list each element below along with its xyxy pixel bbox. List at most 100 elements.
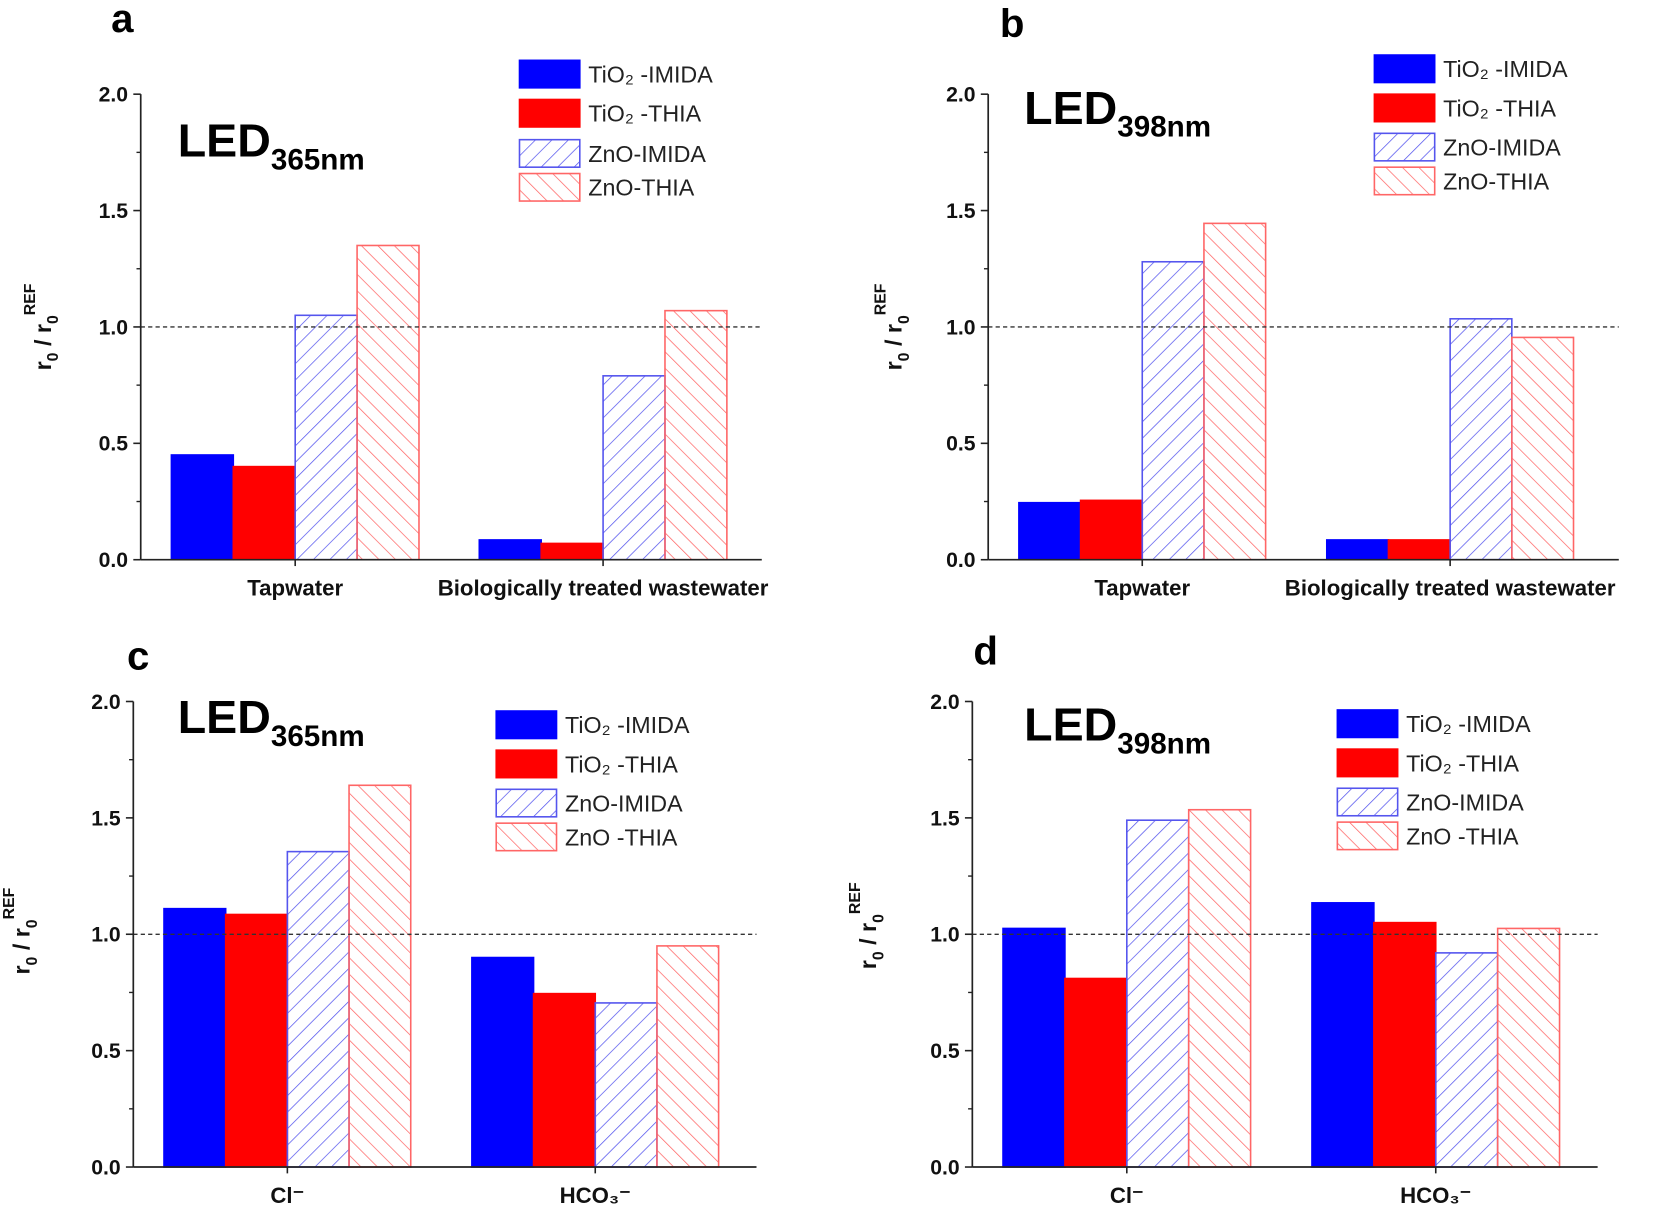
- y-label-sup: REF: [873, 283, 890, 315]
- bar: [594, 1002, 658, 1168]
- legend-swatch: [518, 138, 581, 168]
- legend-label: ZnO -THIA: [565, 824, 678, 850]
- y-label-base: r: [880, 361, 906, 370]
- legend-label: TiO₂ -IMIDA: [588, 62, 713, 88]
- y-axis-label: r0 / r0REF: [1, 887, 41, 974]
- bar: [1002, 927, 1066, 1168]
- y-tick-label: 0.5: [91, 1040, 121, 1063]
- x-tick-label: HCO₃⁻: [560, 1183, 631, 1208]
- panel-letter: a: [111, 0, 134, 41]
- y-label-sub: 0: [896, 352, 913, 361]
- y-tick-label: 2.0: [91, 691, 120, 714]
- bar: [224, 913, 289, 1168]
- panel-a: 0.0 0.5 1.0 1.5 2.0 Tapwater Biologically trea…: [22, 0, 769, 601]
- bar: [478, 539, 542, 561]
- x-tick-label: Tapwater: [1094, 576, 1190, 601]
- y-label-base: r: [880, 324, 906, 333]
- y-label-base: r: [855, 923, 881, 932]
- legend-label: ZnO-IMIDA: [1406, 789, 1524, 815]
- legend: TiO₂ -IMIDA TiO₂ -THIA ZnO-IMIDA ZnO-THIA: [1373, 54, 1568, 196]
- legend-swatch: [495, 749, 558, 779]
- bar: [1126, 819, 1190, 1168]
- legend-swatch: [1336, 787, 1399, 817]
- bar: [286, 850, 350, 1168]
- led-base: LED: [1024, 699, 1117, 751]
- x-tick-label: Cl⁻: [270, 1183, 304, 1208]
- legend-label: ZnO-IMIDA: [1443, 135, 1561, 161]
- y-tick-label: 1.0: [946, 316, 975, 339]
- legend-label: ZnO -THIA: [1406, 823, 1519, 849]
- y-axis-label: r0 / r0REF: [22, 283, 62, 370]
- y-label-sup: REF: [1, 887, 18, 919]
- led-base: LED: [178, 691, 271, 743]
- y-tick-label: 2.0: [930, 691, 959, 714]
- panel-letter: b: [1000, 1, 1025, 46]
- led-label: LED365nm: [178, 691, 365, 753]
- y-tick-label: 1.5: [99, 200, 129, 223]
- legend-label: TiO₂ -IMIDA: [1443, 56, 1568, 82]
- y-label-sep: /: [30, 333, 56, 352]
- y-label-base: r: [9, 965, 35, 974]
- bar: [1064, 977, 1128, 1168]
- legend-swatch: [518, 172, 581, 202]
- y-label-sup: REF: [847, 882, 864, 914]
- y-tick-label: 0.5: [99, 433, 129, 456]
- led-base: LED: [1024, 82, 1117, 134]
- legend-label: ZnO-THIA: [1443, 168, 1549, 194]
- bar: [664, 309, 728, 561]
- legend-swatch: [1336, 748, 1399, 778]
- legend-swatch: [495, 710, 558, 740]
- bar: [540, 542, 604, 561]
- led-label: LED398nm: [1024, 699, 1211, 761]
- bar: [232, 465, 296, 561]
- bar: [471, 956, 535, 1168]
- y-label-sub: 0: [24, 956, 41, 965]
- bar: [1079, 499, 1144, 561]
- y-tick-label: 1.0: [91, 924, 120, 947]
- y-axis-label: r0 / r0REF: [873, 283, 913, 370]
- y-label-base: r: [9, 928, 35, 937]
- led-label: LED398nm: [1024, 82, 1211, 144]
- legend-swatch: [1336, 821, 1399, 851]
- legend-swatch: [1373, 132, 1436, 162]
- x-tick-label: Biologically treated wastewater: [438, 576, 769, 601]
- legend-label: ZnO-IMIDA: [565, 791, 683, 817]
- bar: [356, 244, 420, 561]
- legend-swatch: [1336, 709, 1399, 739]
- panel-b: 0.0 0.5 1.0 1.5 2.0 Tapwater Biologically trea…: [873, 1, 1619, 601]
- x-tick-label: Biologically treated wastewater: [1285, 576, 1616, 601]
- legend-label: ZnO-IMIDA: [588, 141, 706, 167]
- bar: [1325, 539, 1390, 561]
- bar: [1311, 902, 1375, 1168]
- x-tick-label: HCO₃⁻: [1400, 1183, 1471, 1208]
- y-label-sep: /: [880, 333, 906, 352]
- legend-label: TiO₂ -THIA: [1443, 95, 1556, 121]
- legend: TiO₂ -IMIDA TiO₂ -THIA ZnO-IMIDA ZnO-THIA: [518, 59, 713, 202]
- y-label-sub: 0: [45, 315, 62, 324]
- led-wavelength: 398nm: [1117, 111, 1211, 144]
- legend-swatch: [1373, 54, 1436, 84]
- y-tick-label: 0.0: [930, 1156, 959, 1179]
- bar: [1449, 318, 1513, 561]
- bar: [602, 375, 666, 561]
- panel-c: 0.00.51.01.52.0Cl⁻ HCO₃⁻r0 / r0REFLED365n…: [1, 634, 757, 1208]
- legend-swatch: [518, 98, 581, 128]
- y-tick-label: 0.5: [946, 433, 976, 456]
- legend-label: TiO₂ -IMIDA: [565, 712, 690, 738]
- bar: [1141, 260, 1205, 561]
- bar: [348, 784, 412, 1168]
- y-tick-label: 1.5: [91, 807, 121, 830]
- bar: [1373, 921, 1437, 1168]
- bar: [1203, 222, 1267, 561]
- y-tick-label: 0.0: [91, 1156, 120, 1179]
- bar: [1018, 501, 1082, 561]
- led-wavelength: 365nm: [271, 143, 365, 176]
- y-label-sub: 0: [45, 352, 62, 361]
- bar: [163, 907, 227, 1168]
- y-label-sub: 0: [870, 914, 887, 923]
- panel-d: 0.00.51.01.52.0Cl⁻ HCO₃⁻r0 / r0REFLED398n…: [847, 628, 1598, 1208]
- bar: [532, 992, 597, 1168]
- bar: [1387, 539, 1451, 561]
- y-label-sub: 0: [24, 919, 41, 928]
